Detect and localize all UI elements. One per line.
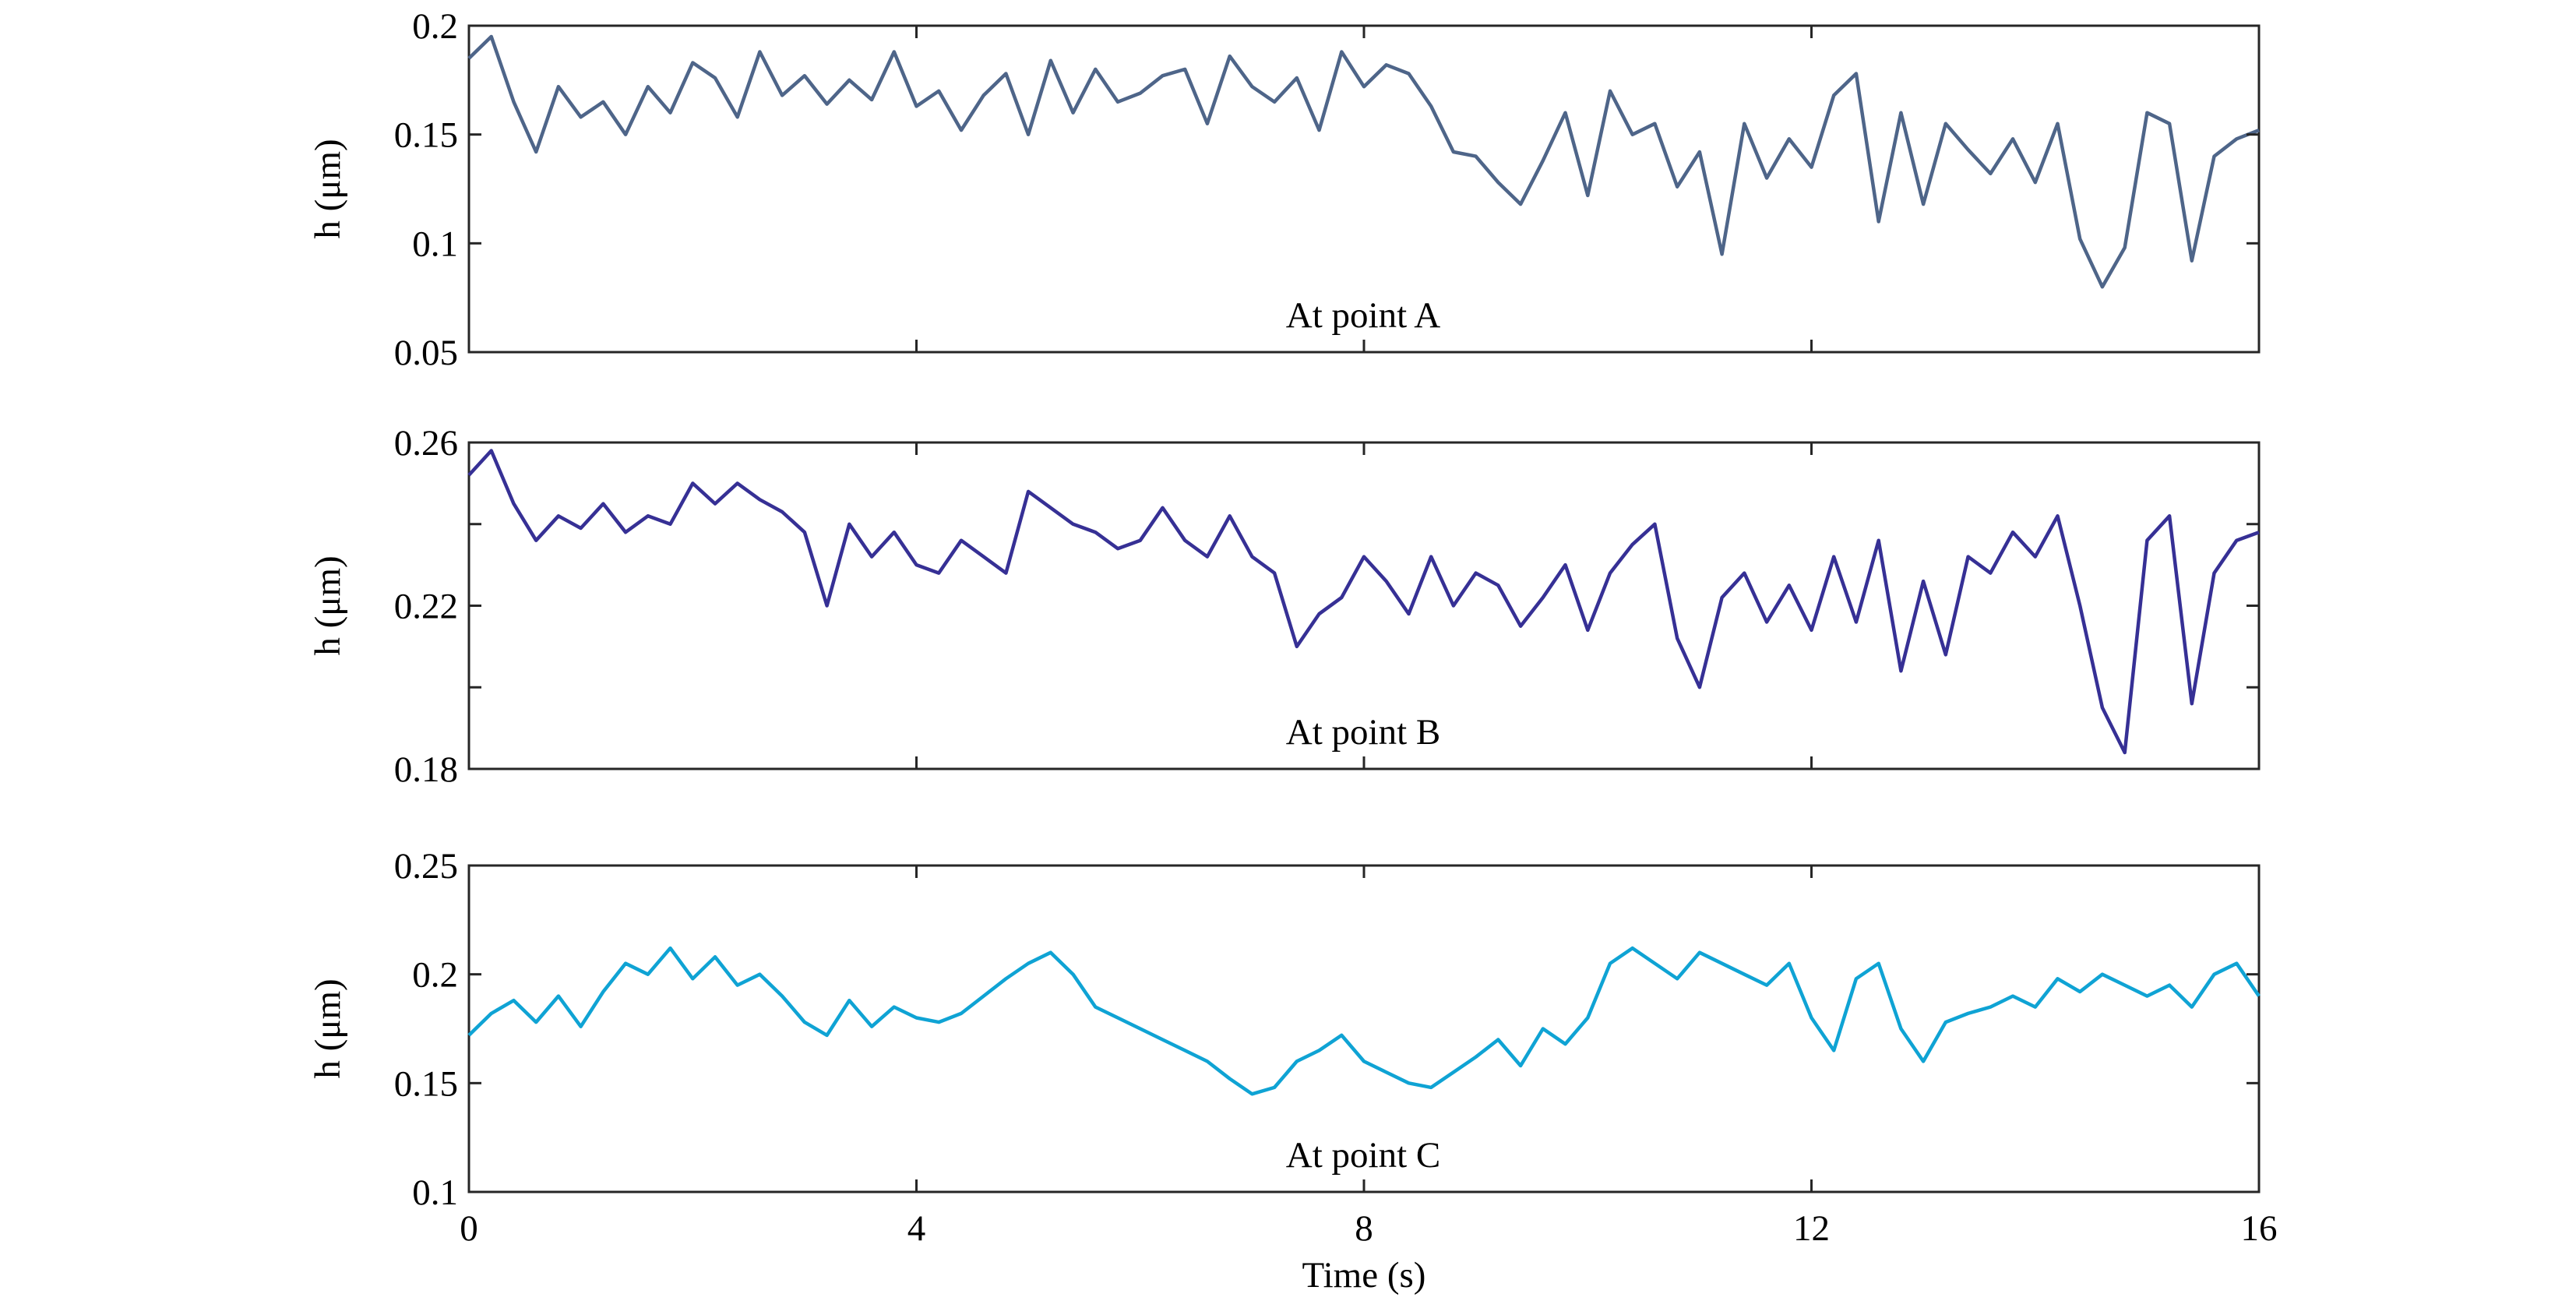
y-tick-label: 0.2: [412, 6, 458, 47]
y-tick-label: 0.22: [394, 587, 458, 627]
y-tick-label: 0.15: [394, 1063, 458, 1104]
y-tick-label: 0.15: [394, 115, 458, 156]
annotation-point-c: At point C: [1286, 1135, 1440, 1176]
annotation-point-b: At point B: [1286, 712, 1440, 753]
x-tick-label: 4: [907, 1208, 926, 1249]
x-axis-label: Time (s): [1302, 1255, 1426, 1296]
y-tick-label: 0.2: [412, 955, 458, 996]
chart-panel-point-c: 0.1 0.15 0.2 0.25 h (μm) At point C: [308, 846, 2261, 1213]
x-tick-label: 16: [2241, 1208, 2278, 1249]
y-axis-label: h (μm): [308, 978, 348, 1078]
y-tick-label: 0.05: [394, 333, 458, 373]
series-line: [467, 946, 2261, 1096]
x-tick-label: 0: [460, 1208, 478, 1249]
y-tick-label: 0.26: [394, 423, 458, 464]
series-line: [467, 34, 2260, 289]
chart-panel-point-a: 0.05 0.1 0.15 0.2 h (μm) At point A: [308, 6, 2261, 373]
y-tick-label: 0.18: [394, 749, 458, 790]
y-axis-label: h (μm): [308, 555, 348, 655]
annotation-point-a: At point A: [1286, 295, 1441, 336]
y-tick-label: 0.1: [412, 224, 458, 264]
x-tick-label: 12: [1793, 1208, 1830, 1249]
chart-panel-point-b: 0.18 0.22 0.26 h (μm) At point B: [308, 423, 2261, 790]
y-axis-label: h (μm): [308, 139, 348, 238]
series-line: [467, 449, 2260, 755]
x-tick-label: 8: [1355, 1208, 1373, 1249]
x-axis-tick-labels: 0 4 8 12 16: [460, 1208, 2277, 1249]
y-tick-label: 0.25: [394, 846, 458, 887]
y-tick-label: 0.1: [412, 1172, 458, 1213]
